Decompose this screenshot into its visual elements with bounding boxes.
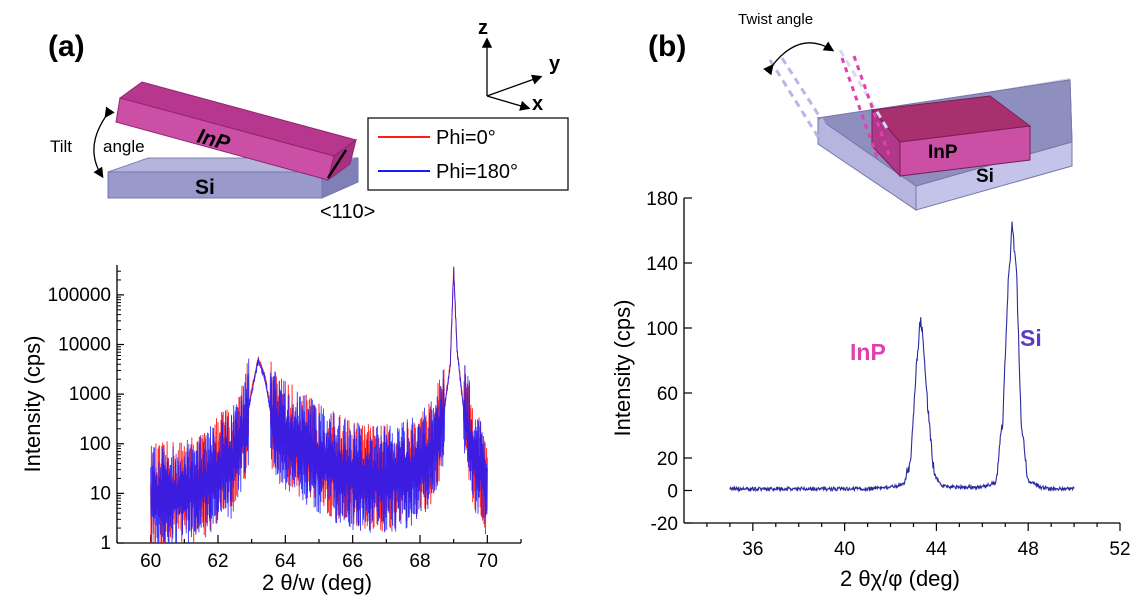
chart-b-xticks: 36 40 44 48 52: [706, 523, 1131, 560]
chart-a-yticks: 1 10 100 1000 10000 100000: [48, 270, 124, 554]
chart-a-xtick-label: 68: [409, 551, 430, 572]
chart-b-ylabel: Intensity (cps): [610, 300, 635, 437]
chart-b-axes: [683, 198, 1120, 524]
chart-a-ylabel: Intensity (cps): [20, 336, 45, 473]
chart-a-xtick-label: 62: [207, 551, 228, 572]
chart-a-xtick-label: 64: [275, 551, 297, 572]
legend-a: Phi=0° Phi=180°: [367, 117, 569, 191]
axis-y-label: y: [549, 53, 561, 75]
si-slab-a-label: Si: [195, 176, 215, 199]
chart-b-ytick-label: 140: [646, 254, 678, 275]
chart-a-xtick-label: 60: [140, 551, 161, 572]
direction-110-label: <110>: [320, 201, 375, 223]
si-peak-label: Si: [1020, 325, 1042, 351]
series-phi180-line: [150, 267, 488, 543]
inp-peak-label: InP: [850, 339, 886, 365]
chart-b-ytick-label: 20: [657, 449, 678, 470]
panel-a-label: (a): [48, 30, 85, 63]
chart-a-series: [150, 266, 488, 543]
legend-phi0-label: Phi=0°: [436, 127, 496, 149]
coordinate-axes-icon: [481, 37, 543, 111]
chart-b-xtick-label: 44: [926, 539, 948, 560]
chart-a-xtick-label: 66: [342, 551, 363, 572]
chart-a-ytick-label: 10: [90, 483, 111, 504]
chart-a-xticks: 60 62 64 66 68 70: [116, 535, 522, 572]
legend-phi180-label: Phi=180°: [436, 161, 518, 183]
series-b-line: [729, 221, 1075, 493]
chart-b-ytick-label: -20: [651, 514, 678, 535]
tilt-edge-marker: [326, 149, 348, 179]
chart-b-ytick-label: 100: [646, 319, 678, 340]
chart-a-ytick-label: 1: [100, 533, 111, 554]
inp-slab-a: [115, 81, 358, 182]
chart-a-xtick-label: 70: [477, 551, 498, 572]
chart-a-ytick-label: 100: [79, 434, 111, 455]
chart-b-xtick-label: 40: [834, 539, 855, 560]
chart-a-ytick-label: 1000: [69, 384, 111, 405]
chart-b-xtick-label: 48: [1018, 539, 1039, 560]
tilt-word: Tilt: [50, 137, 72, 156]
chart-b-yticks: -20 0 20 60 100 140 180: [646, 189, 692, 535]
panel-b-label: (b): [648, 30, 686, 63]
twist-angle-arrow: [763, 41, 835, 76]
si-block-b-label: Si: [976, 166, 994, 187]
chart-a-xlabel: 2 θ/w (deg): [262, 570, 372, 595]
chart-b-ytick-label: 0: [667, 482, 678, 503]
chart-a-ytick-label: 10000: [58, 335, 111, 356]
chart-b-ytick-label: 60: [657, 384, 678, 405]
chart-b-ytick-label: 180: [646, 189, 678, 210]
inp-block-b-label: InP: [928, 142, 958, 163]
twist-angle-label: Twist angle: [738, 11, 813, 28]
chart-b-series: [729, 221, 1075, 493]
tilt-angle-arrow: [93, 106, 115, 179]
chart-a-ytick-label: 100000: [48, 285, 111, 306]
chart-b-xtick-label: 36: [742, 539, 763, 560]
legend-a-box: [367, 117, 569, 191]
chart-b-xtick-label: 52: [1109, 539, 1130, 560]
axis-z-label: z: [478, 17, 488, 39]
angle-word: angle: [103, 137, 145, 156]
axis-x-label: x: [532, 93, 543, 115]
chart-b-xlabel: 2 θχ/φ (deg): [840, 566, 960, 591]
